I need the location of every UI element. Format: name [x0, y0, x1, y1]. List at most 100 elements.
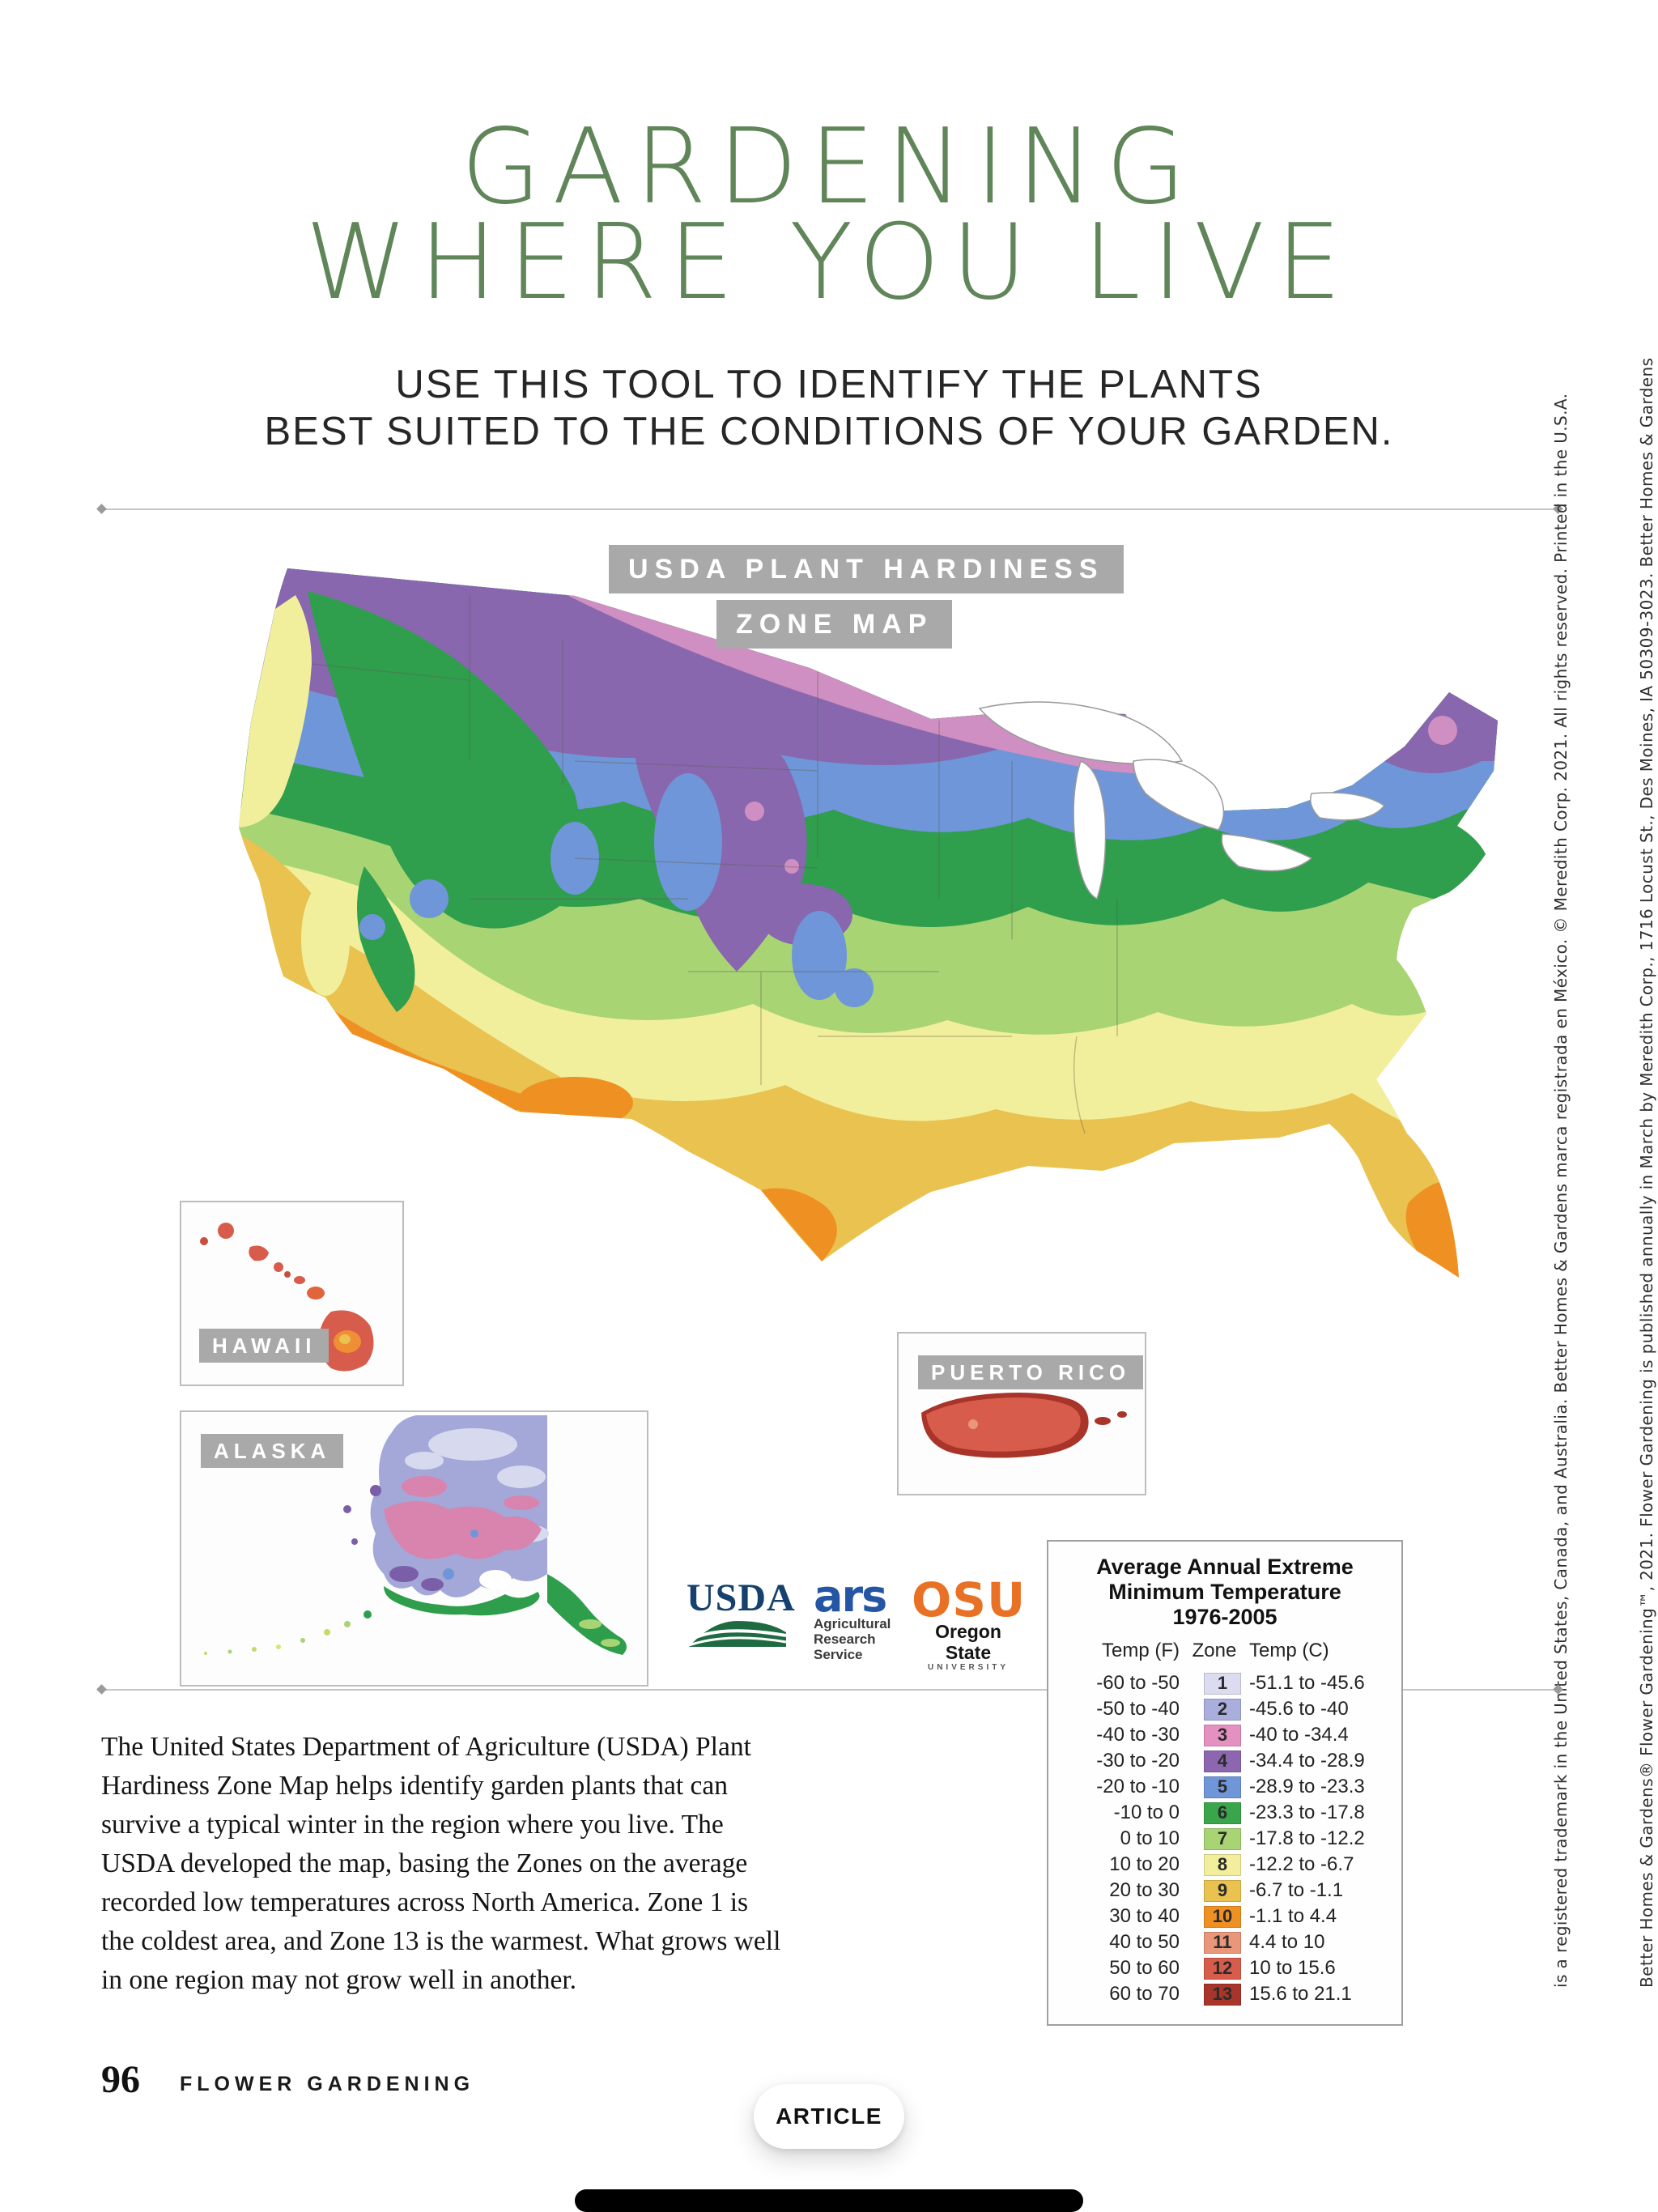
legend-temp-f: -50 to -40: [1096, 1698, 1180, 1720]
usda-field-icon: [688, 1621, 787, 1647]
legend-zone-swatch: 1: [1204, 1672, 1241, 1695]
page-title-line2: WHERE YOU LIVE: [305, 202, 1353, 323]
legend-temp-f: -40 to -30: [1096, 1724, 1180, 1746]
page-subtitle: USE THIS TOOL TO IDENTIFY THE PLANTS BES…: [0, 361, 1658, 455]
state-borders: [311, 595, 1118, 1134]
legend-row: -10 to 0 6 -23.3 to -17.8: [1048, 1800, 1401, 1826]
legend-temp-f: 0 to 10: [1120, 1827, 1180, 1849]
legend-row: -20 to -10 5 -28.9 to -23.3: [1048, 1774, 1401, 1800]
legend-zone-swatch: 3: [1204, 1724, 1241, 1746]
legend-col-c: Temp (C): [1249, 1640, 1329, 1661]
legend-zone-swatch: 2: [1204, 1698, 1241, 1721]
legend-zone-swatch: 13: [1204, 1983, 1241, 2006]
legend-temp-f: 50 to 60: [1109, 1957, 1180, 1979]
sidebar-legal-line2: is a registered trademark in the United …: [1551, 393, 1571, 1988]
legend-zone-swatch: 5: [1204, 1776, 1241, 1798]
map-badge-line1: USDA PLANT HARDINESS: [609, 545, 1124, 593]
legend-zone-swatch: 10: [1204, 1905, 1241, 1928]
legend-temp-f: -20 to -10: [1096, 1776, 1180, 1797]
ars-logo-sub2: Research: [814, 1631, 876, 1647]
legend-col-zone: Zone: [1192, 1640, 1237, 1661]
body-paragraph: The United States Department of Agricult…: [101, 1732, 781, 1995]
great-lakes: [978, 701, 1386, 900]
legend-temp-f: 30 to 40: [1109, 1905, 1180, 1927]
article-button[interactable]: ARTICLE: [754, 2084, 904, 2149]
legend-row: -30 to -20 4 -34.4 to -28.9: [1048, 1748, 1401, 1774]
usda-logo: USDA: [687, 1576, 796, 1651]
home-indicator[interactable]: [575, 2189, 1083, 2212]
legend-temp-c: -28.9 to -23.3: [1249, 1776, 1365, 1797]
page-subtitle-line1: USE THIS TOOL TO IDENTIFY THE PLANTS: [395, 363, 1263, 406]
alaska-label: ALASKA: [201, 1434, 344, 1468]
legend-temp-c: -23.3 to -17.8: [1249, 1802, 1365, 1823]
legend-row: 50 to 60 12 10 to 15.6: [1048, 1955, 1401, 1981]
legend-temp-f: -30 to -20: [1096, 1750, 1180, 1772]
legend-temp-f: 40 to 50: [1109, 1931, 1180, 1953]
legend-header: Temp (F) Zone Temp (C): [1048, 1640, 1401, 1662]
legend-temp-f: -60 to -50: [1096, 1672, 1180, 1694]
legend-row: 40 to 50 11 4.4 to 10: [1048, 1929, 1401, 1955]
legend-row: 20 to 30 9 -6.7 to -1.1: [1048, 1878, 1401, 1904]
section-label: FLOWER GARDENING: [180, 2073, 475, 2095]
legend-row: -50 to -40 2 -45.6 to -40: [1048, 1696, 1401, 1722]
legend-temp-c: -12.2 to -6.7: [1249, 1853, 1354, 1875]
legend-row: 0 to 10 7 -17.8 to -12.2: [1048, 1826, 1401, 1852]
legend-title-line1: Average Annual Extreme: [1096, 1555, 1354, 1579]
puerto-rico-inset: PUERTO RICO: [897, 1332, 1146, 1495]
page-number: 96: [101, 2058, 140, 2101]
legend-title-line3: 1976-2005: [1172, 1605, 1278, 1629]
legend-temp-c: 10 to 15.6: [1249, 1957, 1336, 1979]
legend-temp-c: -34.4 to -28.9: [1249, 1750, 1365, 1772]
hawaii-label: HAWAII: [199, 1329, 329, 1363]
legend-temp-c: -17.8 to -12.2: [1249, 1827, 1365, 1849]
osu-logo-text: OSU: [912, 1572, 1027, 1627]
legend-temp-c: -51.1 to -45.6: [1249, 1672, 1365, 1694]
alaska-inset: ALASKA: [180, 1410, 648, 1687]
ars-logo-sub3: Service: [814, 1647, 863, 1662]
page-subtitle-line2: BEST SUITED TO THE CONDITIONS OF YOUR GA…: [264, 410, 1394, 453]
legend-temp-f: 10 to 20: [1109, 1853, 1180, 1875]
legend-temp-c: -45.6 to -40: [1249, 1698, 1349, 1720]
map-badge-line2: ZONE MAP: [716, 600, 953, 649]
alaska-map: [204, 1415, 627, 1655]
osu-logo-sub: Oregon State: [935, 1621, 1001, 1663]
legend-temp-f: 20 to 30: [1109, 1879, 1180, 1901]
legend-rows: -60 to -50 1 -51.1 to -45.6 -50 to -40 2 -45.…: [1048, 1670, 1401, 2007]
legend-zone-swatch: 7: [1204, 1827, 1241, 1850]
legend-temp-c: -1.1 to 4.4: [1249, 1905, 1337, 1927]
legend-temp-c: -40 to -34.4: [1249, 1724, 1349, 1746]
legend-temp-c: 4.4 to 10: [1249, 1931, 1325, 1953]
legend-temp-c: -6.7 to -1.1: [1249, 1879, 1344, 1901]
hawaii-map: [200, 1223, 374, 1372]
legend-zone-swatch: 8: [1204, 1853, 1241, 1876]
hawaii-inset: HAWAII: [180, 1201, 404, 1386]
ars-logo: ars Agricultural Research Service: [814, 1571, 903, 1663]
page-title-line1: GARDENING: [461, 107, 1197, 228]
legend-temp-c: 15.6 to 21.1: [1249, 1983, 1352, 2005]
legend-zone-swatch: 4: [1204, 1750, 1241, 1772]
legend-row: 60 to 70 13 15.6 to 21.1: [1048, 1981, 1401, 2007]
legend-row: 10 to 20 8 -12.2 to -6.7: [1048, 1852, 1401, 1878]
bottom-divider: [101, 1689, 1558, 1691]
puerto-rico-map: [921, 1393, 1127, 1458]
legend-panel: Average Annual Extreme Minimum Temperatu…: [1047, 1540, 1403, 2026]
page-title: GARDENING WHERE YOU LIVE: [0, 107, 1658, 323]
ars-logo-sub1: Agricultural: [814, 1616, 891, 1631]
legend-zone-swatch: 6: [1204, 1802, 1241, 1824]
usda-logo-text: USDA: [687, 1576, 796, 1619]
legend-zone-swatch: 12: [1204, 1957, 1241, 1980]
legend-row: -60 to -50 1 -51.1 to -45.6: [1048, 1670, 1401, 1696]
legend-col-f: Temp (F): [1102, 1640, 1180, 1661]
legend-title-line2: Minimum Temperature: [1108, 1580, 1341, 1604]
legend-temp-f: 60 to 70: [1109, 1983, 1180, 2005]
top-divider: [101, 508, 1558, 510]
puerto-rico-label: PUERTO RICO: [918, 1355, 1144, 1389]
legend-zone-swatch: 9: [1204, 1879, 1241, 1902]
ars-logo-text: ars: [814, 1571, 887, 1622]
sidebar-legal-line1: Better Homes & Gardens® Flower Gardening…: [1637, 357, 1656, 1988]
legend-row: -40 to -30 3 -40 to -34.4: [1048, 1722, 1401, 1748]
osu-logo-sub2: UNIVERSITY: [927, 1663, 1009, 1672]
osu-logo: OSU Oregon State UNIVERSITY: [912, 1572, 1027, 1673]
legend-zone-swatch: 11: [1204, 1931, 1241, 1954]
